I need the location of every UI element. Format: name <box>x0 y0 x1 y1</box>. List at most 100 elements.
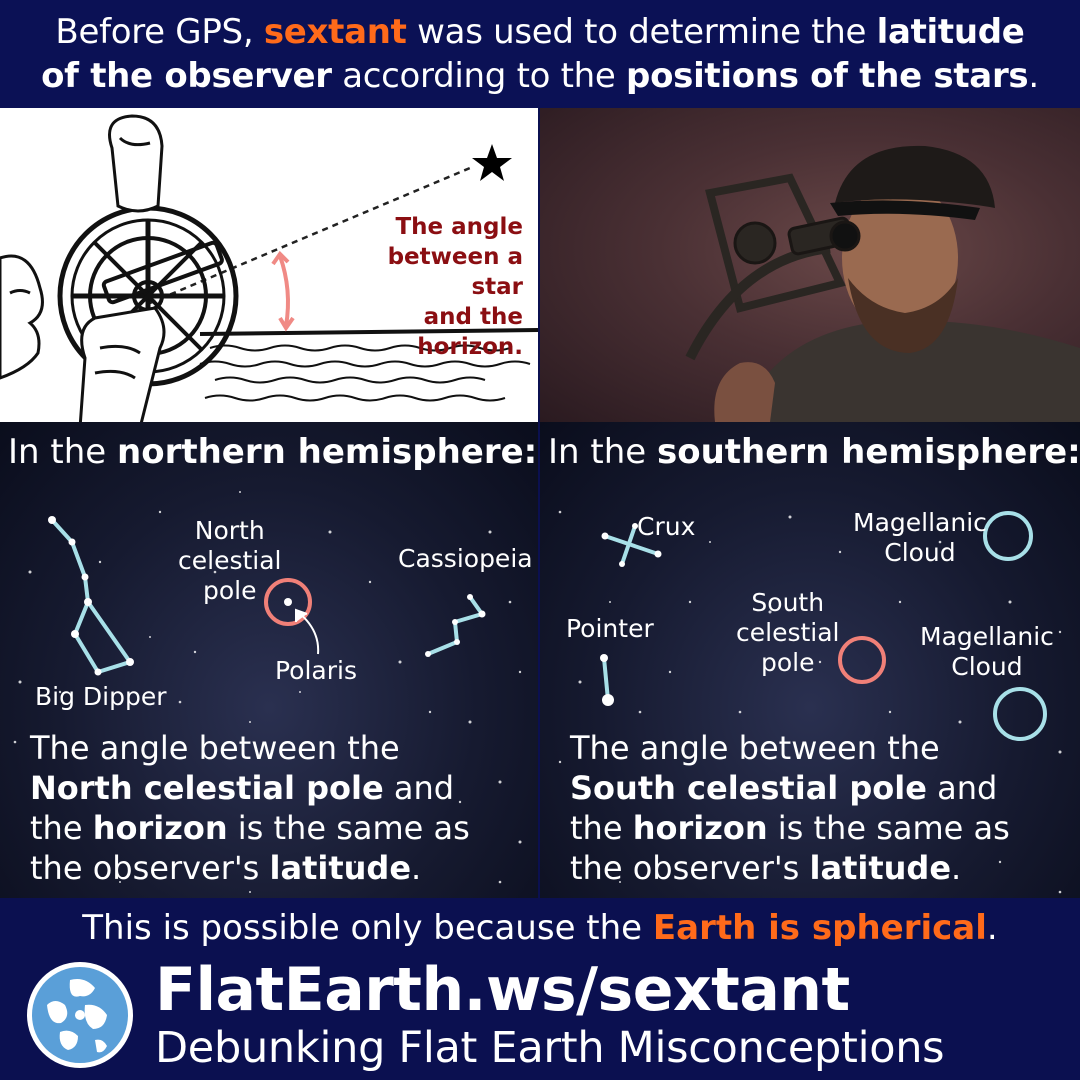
background-stars <box>558 510 1062 894</box>
sailor-with-sextant-photo <box>685 145 1080 422</box>
caption-bold: latitude <box>269 849 412 887</box>
polaris-pointer-arrow <box>295 608 320 655</box>
caption-bold: horizon <box>92 809 228 847</box>
title-bold: northern hemisphere: <box>117 432 538 472</box>
label-line: pole <box>761 648 815 677</box>
footer-highlight: Earth is spherical <box>652 908 987 948</box>
caption-text: is the same as <box>767 809 1010 847</box>
southern-caption: The angle between the South celestial po… <box>570 728 1070 888</box>
caption-text: and <box>926 769 998 807</box>
caption-line: South celestial pole and <box>570 768 1070 808</box>
cassiopeia-stars <box>425 594 486 657</box>
caption-bold: South celestial pole <box>570 769 927 807</box>
caption-text: . <box>411 849 422 887</box>
header-bold-stars: positions of the stars <box>626 56 1029 96</box>
magellanic-cloud-label-1: Magellanic Cloud <box>853 508 987 568</box>
angle-label: The angle between a star and the horizon… <box>355 212 523 362</box>
title-text: In the <box>8 432 117 472</box>
header: Before GPS, sextant was used to determin… <box>0 0 1080 108</box>
star-icon <box>472 144 512 181</box>
label-line: Cloud <box>951 652 1023 681</box>
magellanic-cloud-marker-2 <box>993 687 1047 741</box>
footer-text: . <box>986 908 998 948</box>
northern-sky-panel: In the northern hemisphere: North celest… <box>0 422 538 898</box>
sailor-beard <box>848 278 958 353</box>
big-dipper-label: Big Dipper <box>35 682 167 711</box>
scp-label: South celestial pole <box>736 588 840 678</box>
label-line: South <box>751 588 825 617</box>
angle-label-line: and the horizon. <box>417 304 523 360</box>
photo-sextant <box>685 173 861 361</box>
pointer-constellation <box>602 656 610 702</box>
caption-line: The angle between the <box>570 729 940 767</box>
sailor-hand <box>714 362 775 422</box>
northern-star-map <box>13 491 522 893</box>
angle-label-line: between a star <box>387 244 523 300</box>
caption-bold: latitude <box>809 849 952 887</box>
polaris-label: Polaris <box>275 656 357 685</box>
site-tagline: Debunking Flat Earth Misconceptions <box>155 1023 945 1073</box>
caption-line: the observer's latitude. <box>30 848 530 888</box>
south-celestial-pole-marker <box>838 636 886 684</box>
header-line-2: of the observer according to the positio… <box>0 54 1080 98</box>
header-highlight-sextant: sextant <box>263 12 407 52</box>
flat-earth-logo-icon <box>27 962 133 1068</box>
crux-stars <box>601 523 662 567</box>
crux-constellation <box>603 524 660 566</box>
hand-illustration <box>78 114 166 422</box>
header-text: was used to determine the <box>406 12 877 52</box>
sailor-photo-panel <box>540 108 1080 422</box>
southern-star-map <box>558 510 1062 894</box>
background-stars <box>13 491 522 893</box>
header-text: according to the <box>331 56 627 96</box>
title-text: In the <box>548 432 657 472</box>
southern-sky-panel: In the southern hemisphere: Crux Magella… <box>540 422 1080 898</box>
angle-arrow <box>271 250 295 332</box>
horizon-line <box>199 328 538 336</box>
sextant-illustration <box>0 114 538 422</box>
cassiopeia-label: Cassiopeia <box>398 544 533 573</box>
sailor-body <box>740 320 1080 422</box>
big-dipper-constellation <box>50 518 134 675</box>
crux-label: Crux <box>637 512 696 541</box>
footer-note: This is possible only because the Earth … <box>0 898 1080 958</box>
caption-bold: North celestial pole <box>30 769 384 807</box>
northern-caption: The angle between the North celestial po… <box>30 728 530 888</box>
caption-line: the observer's latitude. <box>570 848 1070 888</box>
site-title: FlatEarth.ws/sextant <box>155 955 850 1025</box>
polaris-star <box>284 598 292 606</box>
sailor-cap <box>835 145 995 208</box>
label-line: Magellanic <box>920 622 1054 651</box>
pointer-stars <box>600 654 614 706</box>
header-bold-observer: of the observer <box>41 56 332 96</box>
ncp-label: North celestial pole <box>178 516 282 606</box>
angle-label-line: The angle <box>395 214 523 240</box>
caption-line: North celestial pole and <box>30 768 530 808</box>
header-bold-latitude: latitude <box>876 12 1025 52</box>
caption-bold: horizon <box>632 809 768 847</box>
cassiopeia-constellation <box>426 595 486 656</box>
label-line: North <box>194 516 265 545</box>
label-line: celestial <box>178 546 282 575</box>
sea-waves <box>199 344 531 402</box>
caption-line: the horizon is the same as <box>570 808 1070 848</box>
southern-hemisphere-title: In the southern hemisphere: <box>548 432 1080 472</box>
footer-text: This is possible only because the <box>82 908 653 948</box>
label-line: pole <box>203 576 257 605</box>
label-line: celestial <box>736 618 840 647</box>
label-line: Magellanic <box>853 508 987 537</box>
caption-line: The angle between the <box>30 729 400 767</box>
magellanic-cloud-marker-1 <box>983 511 1033 561</box>
sailor-face <box>842 180 958 336</box>
observer-face <box>0 254 44 380</box>
caption-text: . <box>951 849 962 887</box>
sailor-cap-brim <box>830 200 980 220</box>
caption-text: the observer's <box>570 849 810 887</box>
label-line: Cloud <box>884 538 956 567</box>
northern-hemisphere-title: In the northern hemisphere: <box>8 432 537 472</box>
header-line-1: Before GPS, sextant was used to determin… <box>0 10 1080 54</box>
north-celestial-pole-marker <box>264 578 312 626</box>
header-text: . <box>1028 56 1039 96</box>
pointer-label: Pointer <box>566 614 654 643</box>
header-text: Before GPS, <box>55 12 264 52</box>
